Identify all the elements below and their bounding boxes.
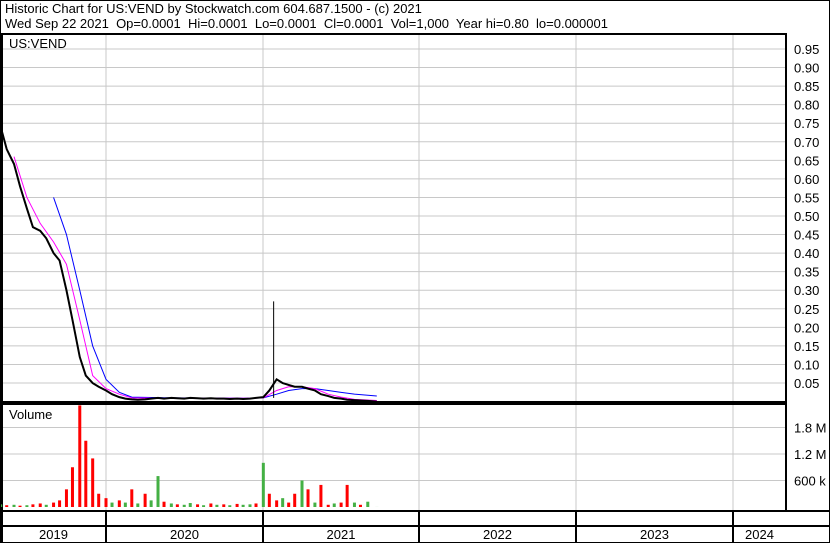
volume-bar [267,493,271,507]
volume-bar [358,504,362,507]
volume-bar [188,503,192,507]
volume-axis-tick: 1.2 M [794,447,827,462]
price-axis-tick: 0.55 [794,190,819,205]
long-moving-average-line [53,197,377,399]
time-axis-tick: 2020 [170,527,199,542]
volume-bar [5,505,9,507]
volume-bar [38,503,42,507]
volume-bar [228,505,232,507]
volume-bar [202,505,206,507]
volume-bar [156,476,160,507]
volume-bar [25,505,29,507]
price-axis-tick: 0.60 [794,172,819,187]
volume-bar [58,500,62,507]
volume-axis-tick: 1.8 M [794,421,827,436]
price-axis-tick: 0.40 [794,246,819,261]
volume-bar [162,501,166,507]
short-moving-average-line [13,156,377,401]
volume-bar [12,504,16,507]
volume-bar [169,503,173,507]
volume-bar [345,484,349,507]
volume-bar [222,504,226,507]
volume-bar [52,502,56,507]
quote-summary: Wed Sep 22 2021 Op=0.0001 Hi=0.0001 Lo=0… [5,16,608,31]
volume-bar [18,505,22,507]
volume-bar [91,458,95,507]
time-axis-tick: 2024 [745,527,774,542]
volume-bar [339,502,343,507]
volume-bar [306,489,310,507]
volume-bar [64,489,68,507]
price-line [1,126,377,403]
volume-bar [241,504,245,507]
price-axis-tick: 0.05 [794,376,819,391]
volume-bar [261,462,265,507]
time-axis-tick: 2022 [483,527,512,542]
price-axis-tick: 0.10 [794,357,819,372]
volume-bar [215,504,219,507]
volume-bar [149,500,153,507]
time-axis-tick: 2021 [327,527,356,542]
volume-bar [319,484,323,507]
volume-bar [248,504,252,507]
volume-bar [209,503,213,507]
time-axis-tick: 2019 [39,527,68,542]
volume-bar [352,502,356,507]
volume-bar [300,480,304,507]
volume-bar [104,498,108,507]
volume-bar [332,503,336,507]
price-axis-tick: 0.50 [794,209,819,224]
price-axis-tick: 0.35 [794,265,819,280]
volume-bar [130,489,134,507]
price-axis-tick: 0.90 [794,61,819,76]
volume-bar [44,504,48,507]
volume-bar [235,503,239,507]
stock-chart: 0.05 0.10 0.15 0.20 0.25 0.30 0.35 0.40 0.45 0.50… [1,33,829,542]
price-axis-tick: 0.20 [794,320,819,335]
price-axis-tick: 0.85 [794,79,819,94]
chart-title: Historic Chart for US:VEND by Stockwatch… [5,1,422,16]
time-axis-tick: 2023 [640,527,669,542]
volume-bar [175,504,179,507]
volume-bar [254,503,258,507]
volume-bar [78,405,82,507]
price-axis-tick: 0.30 [794,283,819,298]
volume-bar [313,502,317,507]
price-panel-label: US:VEND [9,36,67,51]
price-axis-tick: 0.15 [794,339,819,354]
price-axis-tick: 0.80 [794,98,819,113]
volume-bar [182,504,186,507]
volume-bar [196,504,200,507]
volume-bar [293,493,297,507]
price-axis-tick: 0.25 [794,302,819,317]
volume-panel-label: Volume [9,407,52,422]
volume-bar [143,493,147,507]
volume-bar [281,498,285,507]
price-axis-tick: 0.75 [794,116,819,131]
volume-bar [97,493,101,507]
volume-axis-tick: 600 k [794,474,826,489]
volume-bar [31,504,35,507]
price-axis-tick: 0.70 [794,135,819,150]
volume-bar [287,502,291,507]
volume-bar [366,501,370,507]
volume-bar [123,502,127,507]
volume-bar [117,500,121,507]
volume-bar [1,504,3,507]
price-axis-tick: 0.45 [794,228,819,243]
price-axis-tick: 0.95 [794,42,819,57]
volume-bar [275,500,279,507]
volume-bar [70,467,74,507]
volume-bar [136,503,140,507]
volume-bar [326,504,330,507]
price-axis-tick: 0.65 [794,153,819,168]
volume-bar [84,440,88,507]
volume-bar [110,502,114,507]
